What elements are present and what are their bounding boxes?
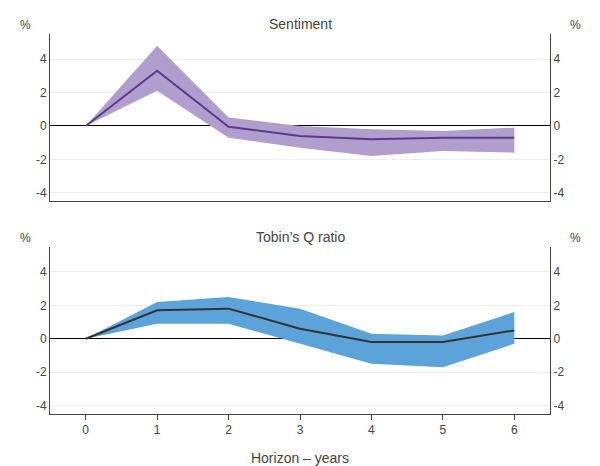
svg-text:2: 2 (40, 86, 47, 100)
svg-text:0: 0 (553, 119, 560, 133)
svg-text:-4: -4 (553, 186, 564, 200)
svg-text:%: % (20, 231, 31, 245)
svg-text:Sentiment: Sentiment (269, 16, 332, 32)
svg-text:-4: -4 (36, 186, 47, 200)
svg-text:4: 4 (40, 265, 47, 279)
svg-text:-4: -4 (553, 399, 564, 413)
svg-text:-2: -2 (553, 153, 564, 167)
svg-text:4: 4 (553, 265, 560, 279)
svg-text:2: 2 (225, 423, 232, 437)
svg-text:0: 0 (82, 423, 89, 437)
svg-text:1: 1 (154, 423, 161, 437)
svg-text:-2: -2 (36, 365, 47, 379)
svg-text:3: 3 (297, 423, 304, 437)
svg-text:6: 6 (511, 423, 518, 437)
svg-text:-2: -2 (553, 365, 564, 379)
svg-text:2: 2 (553, 299, 560, 313)
svg-text:0: 0 (553, 332, 560, 346)
svg-text:2: 2 (40, 299, 47, 313)
svg-text:-2: -2 (36, 153, 47, 167)
svg-text:0: 0 (40, 119, 47, 133)
svg-text:0: 0 (40, 332, 47, 346)
svg-text:4: 4 (40, 52, 47, 66)
svg-text:Horizon – years: Horizon – years (251, 450, 349, 466)
svg-text:2: 2 (553, 86, 560, 100)
svg-text:-4: -4 (36, 399, 47, 413)
svg-text:%: % (20, 18, 31, 32)
svg-text:4: 4 (368, 423, 375, 437)
svg-text:4: 4 (553, 52, 560, 66)
svg-text:Tobin’s Q ratio: Tobin’s Q ratio (256, 229, 345, 245)
svg-text:5: 5 (440, 423, 447, 437)
svg-text:%: % (570, 18, 581, 32)
svg-text:%: % (570, 231, 581, 245)
